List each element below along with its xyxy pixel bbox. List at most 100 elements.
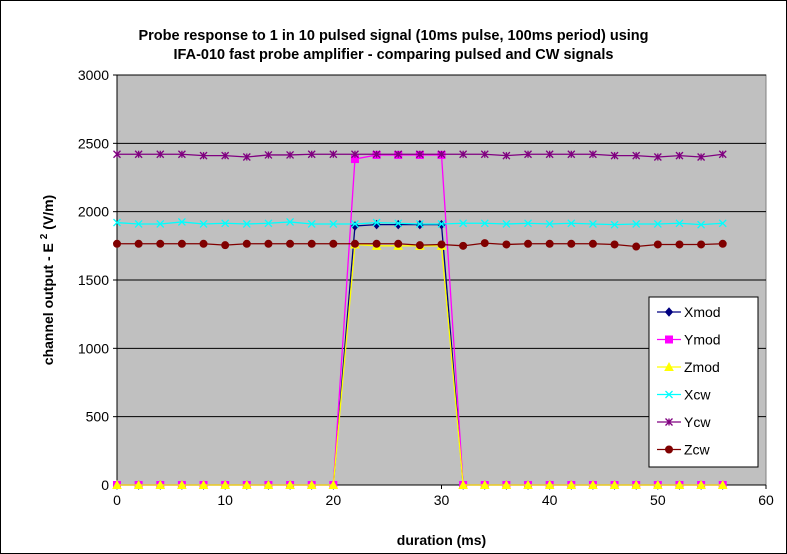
legend-marker-zmod [664,361,674,371]
x-tick-label: 30 [434,492,450,508]
y-tick-label: 2000 [78,204,109,220]
data-point-xcw [351,220,359,228]
data-point-zmod [220,479,231,489]
data-point-zcw [264,239,273,248]
series-xcw [113,217,727,229]
legend-label-xmod: Xmod [684,304,721,320]
data-point-zcw [113,239,121,248]
data-point-zcw [394,239,403,248]
data-point-zmod [177,479,187,489]
data-point-zmod [674,479,685,489]
data-point-xcw [372,218,381,227]
data-point-xcw [718,219,727,228]
y-axis-label-main: channel output - E [40,243,56,365]
x-tick-label: 40 [542,492,558,508]
data-point-zmod [566,479,577,489]
data-point-ycw [524,150,532,159]
data-point-zcw [134,239,143,248]
x-tick-label: 10 [217,492,233,508]
data-point-xcw [437,220,446,228]
legend-marker-xcw [665,390,673,399]
data-point-ycw [502,151,511,160]
data-point-zmod [696,479,706,489]
data-point-ycw [675,151,684,160]
y-tick-label: 1000 [78,340,109,356]
data-point-zcw [675,240,684,249]
data-point-zcw [524,239,533,248]
data-point-ycw [199,151,208,160]
y-axis-label-unit: (V/m) [40,195,56,230]
data-point-xcw [394,219,403,228]
legend-marker-zcw [665,445,673,454]
data-point-xcw [459,219,468,228]
data-point-zcw [415,241,424,250]
data-point-xcw [545,220,554,228]
data-point-zmod [458,479,468,489]
data-point-zcw [480,239,489,248]
tick-labels: 0 500 1000 1500 2000 2500 3000 0 10 20 30 40 50 60 [78,67,774,508]
data-point-zcw [718,239,727,248]
data-point-zcw [697,240,706,249]
y-tick-label: 3000 [78,67,109,83]
data-point-xcw [588,220,597,228]
data-point-zmod [523,479,533,489]
data-point-zmod [133,479,144,489]
data-point-xcw [286,217,295,226]
data-point-zmod [112,479,122,489]
legend-label-zcw: Zcw [684,442,711,458]
legend-label-ymod: Ymod [684,332,721,348]
data-point-ycw [718,150,727,159]
data-point-zmod [717,479,728,489]
data-point-zcw [610,240,619,249]
y-tick-label: 500 [86,409,110,425]
data-point-ycw [610,151,619,160]
y-axis-label: channel output - E 2 (V/m) [34,195,56,365]
data-point-zcw [156,239,165,248]
y-tick-label: 0 [101,477,109,493]
data-point-zmod [306,479,317,489]
data-point-xcw [264,219,273,228]
data-point-zmod [241,479,252,489]
data-point-zcw [437,240,446,249]
data-point-zmod [609,479,620,489]
data-point-xcw [610,220,619,229]
legend-marker-ycw [665,418,673,426]
data-point-zcw [221,241,230,250]
data-point-zcw [307,239,316,248]
data-point-zmod [328,479,339,489]
data-point-ycw [697,153,706,161]
chart-title-line1: Probe response to 1 in 10 pulsed signal … [138,28,649,44]
data-point-zmod [263,479,274,489]
data-point-ycw [221,151,230,160]
series-zcw [113,239,727,251]
data-point-zcw [588,239,597,248]
chart-title-line2: IFA-010 fast probe amplifier - comparing… [173,47,614,63]
data-point-xcw [199,220,208,228]
legend-marker-xmod [664,307,674,317]
x-axis-label: duration (ms) [397,532,486,548]
data-point-zmod [285,479,295,489]
data-point-ycw [351,150,359,159]
data-point-zcw [459,241,468,250]
data-point-xcw [177,217,186,226]
data-point-zmod [652,479,663,489]
data-point-ycw [242,153,251,161]
data-point-xcw [675,219,684,228]
data-point-zcw [350,239,359,248]
data-point-zcw [329,239,338,248]
data-point-ycw [415,150,424,159]
data-point-ycw [588,150,597,159]
data-point-zcw [199,239,208,248]
y-axis-label-sup: 2 [39,233,50,239]
x-tick-label: 50 [650,492,666,508]
legend-label-ycw: Ycw [684,414,711,430]
data-point-xcw [329,220,338,228]
data-point-zmod [501,479,512,489]
series-group [112,150,728,490]
data-point-zmod [479,479,490,489]
data-point-xcw [307,220,316,228]
legend-box [648,296,759,468]
data-point-xcw [242,220,251,228]
data-point-xcw [524,219,532,228]
